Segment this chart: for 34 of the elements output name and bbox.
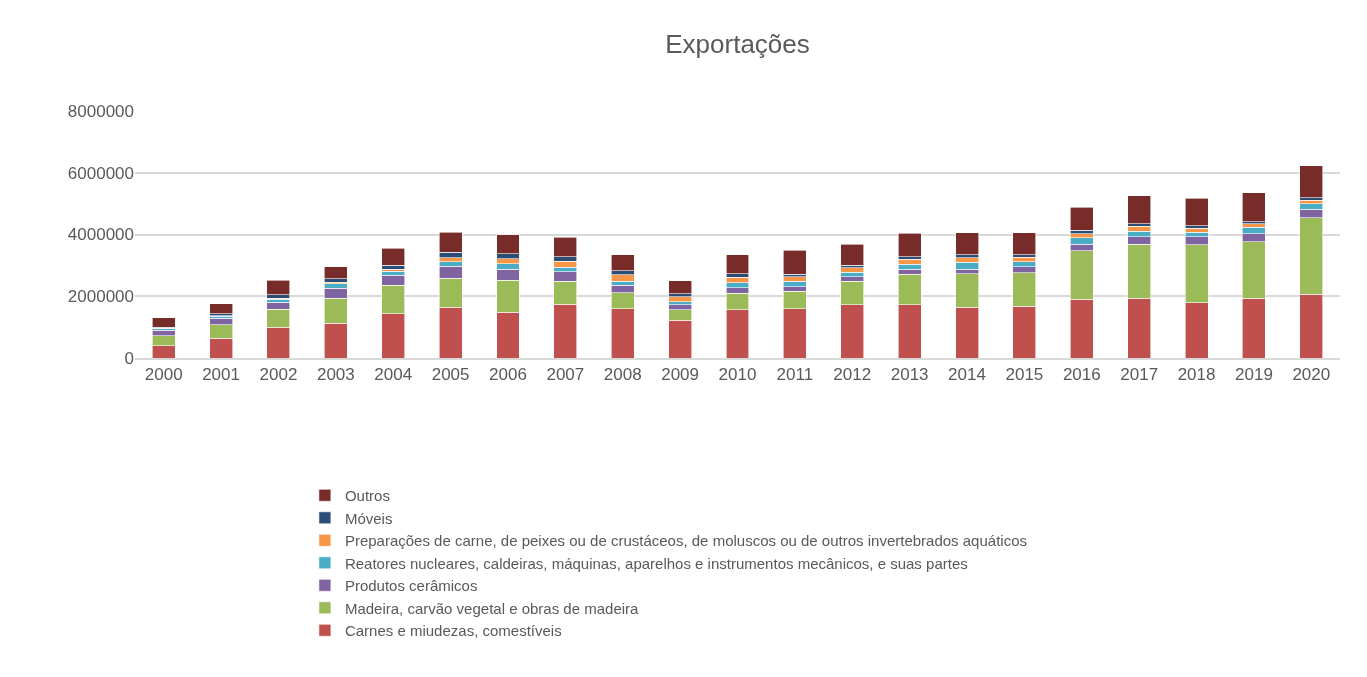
legend-label: Madeira, carvão vegetal e obras de madeira bbox=[344, 599, 640, 617]
y-tick-label: 8000000 bbox=[67, 101, 134, 121]
legend-label: Preparações de carne, de peixes ou de crustáceos, de moluscos ou de outros invertebrados aquáticos bbox=[344, 532, 1027, 550]
x-tick-label: 2008 bbox=[603, 365, 642, 385]
x-tick-label: 2011 bbox=[776, 365, 814, 385]
x-tick-label: 2019 bbox=[1235, 365, 1273, 385]
x-tick-label: 2020 bbox=[1292, 365, 1331, 385]
x-tick-label: 2006 bbox=[489, 365, 527, 385]
chart-title: Exportações bbox=[665, 29, 810, 60]
legend-label: Carnes e miudezas, comestíveis bbox=[344, 622, 562, 640]
x-tick-label: 2012 bbox=[833, 365, 872, 385]
x-tick-label: 2005 bbox=[431, 365, 470, 385]
y-tick-label: 2000000 bbox=[67, 287, 134, 307]
x-tick-label: 2015 bbox=[1005, 365, 1044, 385]
x-tick-label: 2013 bbox=[890, 365, 929, 385]
x-tick-label: 2009 bbox=[661, 365, 700, 385]
legend-label: Móveis bbox=[344, 509, 393, 527]
x-tick-label: 2017 bbox=[1120, 365, 1159, 385]
legend-label: Outros bbox=[344, 487, 390, 505]
y-tick-label: 0 bbox=[124, 348, 134, 368]
x-tick-label: 2004 bbox=[374, 365, 413, 385]
legend-label: Reatores nucleares, caldeiras, máquinas, aparelhos e instrumentos mecânicos, e suas partes bbox=[344, 554, 968, 572]
x-tick-label: 2000 bbox=[144, 365, 183, 385]
x-tick-label: 2003 bbox=[316, 365, 355, 385]
y-tick-label: 6000000 bbox=[67, 163, 134, 183]
x-tick-label: 2014 bbox=[948, 365, 986, 385]
x-tick-label: 2002 bbox=[259, 365, 298, 385]
x-tick-label: 2010 bbox=[718, 365, 757, 385]
x-tick-label: 2007 bbox=[546, 365, 585, 385]
x-tick-label: 2016 bbox=[1062, 365, 1101, 385]
x-tick-label: 2001 bbox=[202, 365, 240, 385]
y-tick-label: 4000000 bbox=[67, 225, 134, 245]
legend-label: Produtos cerâmicos bbox=[344, 577, 478, 595]
x-tick-label: 2018 bbox=[1177, 365, 1216, 385]
